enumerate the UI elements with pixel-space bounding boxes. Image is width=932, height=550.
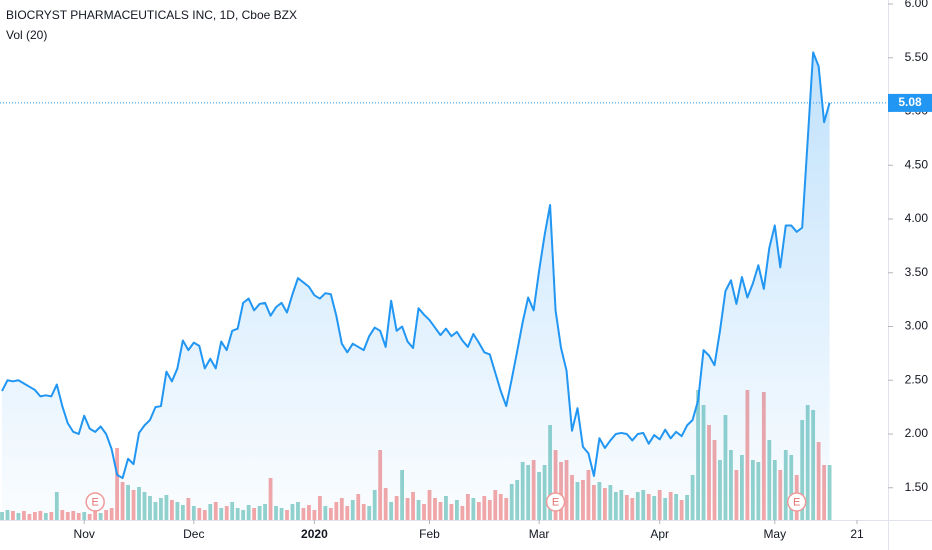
chart-title: BIOCRYST PHARMACEUTICALS INC, 1D, Cboe B… xyxy=(6,8,297,22)
price-line xyxy=(1,51,831,480)
y-tick-label: 1.50 xyxy=(905,480,929,494)
y-tick-label: 4.50 xyxy=(905,157,929,171)
x-tick-label: Feb xyxy=(419,527,440,541)
x-tick-label: Apr xyxy=(650,527,669,541)
y-tick-label: 3.00 xyxy=(905,319,929,333)
last-price-label: 5.08 xyxy=(898,95,922,109)
earnings-label: E xyxy=(552,496,559,508)
volume-bar xyxy=(827,465,832,520)
x-tick-label: Dec xyxy=(183,527,204,541)
x-tick-label: Mar xyxy=(529,527,550,541)
plot-area xyxy=(0,51,888,520)
y-tick-label: 2.00 xyxy=(905,426,929,440)
x-tick-label: May xyxy=(763,527,786,541)
y-tick-label: 5.50 xyxy=(905,50,929,64)
earnings-label: E xyxy=(92,496,99,508)
y-tick-label: 3.50 xyxy=(905,265,929,279)
volume-legend: Vol (20) xyxy=(6,28,47,42)
x-tick-label: Nov xyxy=(74,527,95,541)
y-tick-label: 6.00 xyxy=(905,0,929,10)
price-area xyxy=(2,52,830,520)
earnings-marker xyxy=(786,492,807,512)
x-tick-label: 21 xyxy=(850,527,864,541)
earnings-label: E xyxy=(793,496,800,508)
y-tick-label: 4.00 xyxy=(905,211,929,225)
last-price-box xyxy=(888,93,932,112)
earnings-marker xyxy=(545,492,566,512)
y-tick-label: 2.50 xyxy=(905,372,929,386)
earnings-marker xyxy=(85,492,105,512)
x-tick-label: 2020 xyxy=(301,527,328,541)
